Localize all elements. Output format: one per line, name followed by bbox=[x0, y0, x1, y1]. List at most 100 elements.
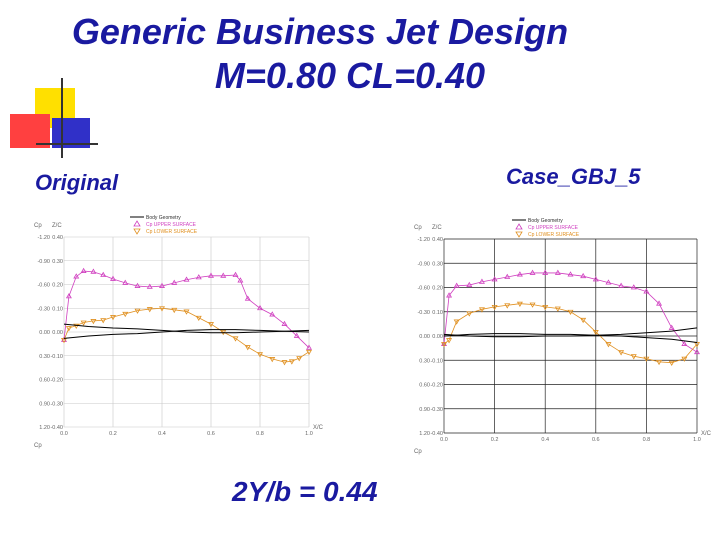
lower-surface-marker bbox=[618, 350, 625, 356]
upper-surface-marker bbox=[516, 271, 523, 277]
body-geometry-line bbox=[63, 323, 310, 334]
upper-surface-marker bbox=[529, 269, 536, 275]
zc-tick-label: -0.10 bbox=[430, 358, 443, 364]
upper-surface-marker bbox=[446, 292, 453, 298]
upper-surface-marker bbox=[453, 282, 460, 288]
y-tick-label: -1.20 bbox=[37, 235, 50, 241]
y-axis-label: Cp bbox=[34, 223, 42, 229]
upper-surface-marker bbox=[630, 284, 637, 290]
body-geometry-line bbox=[63, 329, 310, 339]
upper-surface-marker bbox=[100, 271, 107, 277]
upper-surface-marker bbox=[146, 283, 153, 289]
y-tick-label: 0.30 bbox=[419, 358, 430, 364]
original-chart: -1.20 0.40-0.90 0.30-0.60 0.20-0.30 0.100.00… bbox=[34, 215, 324, 449]
zc-tick-label: 0.10 bbox=[52, 306, 63, 312]
upper-surface-marker bbox=[208, 272, 214, 278]
zc-tick-label: 0.10 bbox=[432, 310, 443, 316]
y-tick-label: 0.60 bbox=[419, 383, 430, 389]
lower-surface-line bbox=[443, 303, 698, 364]
lower-surface-marker bbox=[100, 318, 107, 324]
x-tick-label: 0.0 bbox=[440, 437, 448, 443]
upper-surface-marker bbox=[668, 324, 675, 330]
zc-tick-label: 0.30 bbox=[432, 261, 443, 267]
upper-surface-marker bbox=[80, 267, 87, 273]
y-axis-label-bottom: Cp bbox=[34, 443, 42, 449]
zc-tick-label: -0.30 bbox=[430, 407, 443, 413]
upper-surface-marker bbox=[466, 281, 473, 287]
zc-tick-label: 0.00 bbox=[432, 334, 443, 340]
upper-surface-marker bbox=[269, 311, 276, 317]
zc-tick-label: 0.40 bbox=[52, 235, 63, 241]
y-tick-label: -0.90 bbox=[417, 261, 430, 267]
lower-surface-marker bbox=[159, 306, 165, 312]
y-tick-label: -1.20 bbox=[417, 237, 430, 243]
case-gbj-5-chart: -1.20 0.40-0.90 0.30-0.60 0.20-0.30 0.100.00… bbox=[414, 218, 712, 455]
lower-surface-marker bbox=[491, 305, 498, 311]
upper-surface-marker bbox=[681, 340, 688, 346]
body-geometry-line bbox=[443, 333, 698, 343]
lower-surface-marker bbox=[592, 330, 599, 336]
upper-surface-marker bbox=[122, 279, 129, 285]
y-tick-label: -0.30 bbox=[417, 310, 430, 316]
upper-surface-line bbox=[443, 272, 698, 353]
upper-surface-marker bbox=[244, 295, 251, 301]
upper-surface-marker bbox=[293, 332, 300, 338]
y-tick-label: -0.60 bbox=[37, 283, 50, 289]
lower-surface-marker bbox=[681, 356, 688, 362]
lower-surface-marker bbox=[232, 336, 239, 342]
zc-tick-label: -0.20 bbox=[430, 383, 443, 389]
lower-surface-marker bbox=[80, 320, 87, 326]
x-tick-label: 0.2 bbox=[109, 431, 117, 437]
upper-surface-marker bbox=[656, 300, 663, 306]
span-station-label: 2Y/b = 0.44 bbox=[232, 476, 378, 507]
lower-surface-marker bbox=[656, 359, 663, 366]
lower-surface-marker bbox=[580, 317, 587, 324]
lower-surface-marker bbox=[110, 315, 116, 321]
lower-surface-marker bbox=[630, 354, 637, 360]
zc-axis-label: Z/C bbox=[52, 223, 62, 229]
upper-surface-marker bbox=[159, 282, 165, 288]
lower-surface-marker bbox=[605, 342, 612, 348]
zc-tick-label: 0.40 bbox=[432, 237, 443, 243]
lower-surface-marker bbox=[288, 359, 295, 365]
legend-body-text: Body Geometry bbox=[528, 218, 563, 224]
upper-surface-marker bbox=[491, 276, 498, 282]
upper-surface-marker bbox=[257, 304, 263, 311]
upper-surface-marker bbox=[478, 278, 485, 284]
lower-surface-marker bbox=[183, 309, 190, 315]
upper-surface-marker bbox=[618, 282, 625, 288]
y-tick-label: -0.60 bbox=[417, 286, 430, 292]
upper-surface-marker bbox=[306, 344, 312, 350]
legend-body-text: Body Geometry bbox=[146, 215, 181, 221]
lower-surface-marker bbox=[694, 342, 700, 348]
lower-surface-marker bbox=[244, 345, 251, 351]
lower-surface-marker bbox=[453, 319, 460, 325]
lower-surface-marker bbox=[504, 303, 511, 309]
zc-tick-label: 0.20 bbox=[432, 286, 443, 292]
zc-tick-label: -0.30 bbox=[50, 401, 63, 407]
x-tick-label: 0.8 bbox=[643, 437, 651, 443]
zc-tick-label: 0.30 bbox=[52, 259, 63, 265]
x-axis-label: X/C bbox=[313, 425, 324, 431]
upper-surface-marker bbox=[643, 288, 650, 294]
left-chart-label: Original bbox=[35, 170, 119, 195]
lower-surface-marker bbox=[146, 307, 153, 313]
y-tick-label: 0.90 bbox=[419, 407, 430, 413]
legend-lower-text: Cp LOWER SURFACE bbox=[528, 232, 580, 238]
deco-vertical-line bbox=[61, 78, 63, 158]
lower-surface-marker bbox=[134, 308, 141, 314]
legend-upper-marker bbox=[133, 220, 141, 227]
page-title: Generic Business Jet Design bbox=[71, 11, 569, 52]
zc-axis-label: Z/C bbox=[432, 225, 442, 231]
lower-surface-marker bbox=[643, 356, 650, 362]
y-axis-label-bottom: Cp bbox=[414, 449, 422, 455]
lower-surface-marker bbox=[90, 319, 97, 325]
x-tick-label: 0.8 bbox=[256, 431, 264, 437]
upper-surface-marker bbox=[195, 274, 202, 280]
legend-upper-text: Cp UPPER SURFACE bbox=[528, 225, 579, 231]
y-tick-label: 0.90 bbox=[39, 401, 50, 407]
zc-tick-label: -0.40 bbox=[50, 425, 63, 431]
upper-surface-line bbox=[63, 270, 310, 349]
y-tick-label: 0.30 bbox=[39, 354, 50, 360]
upper-surface-marker bbox=[592, 276, 599, 282]
